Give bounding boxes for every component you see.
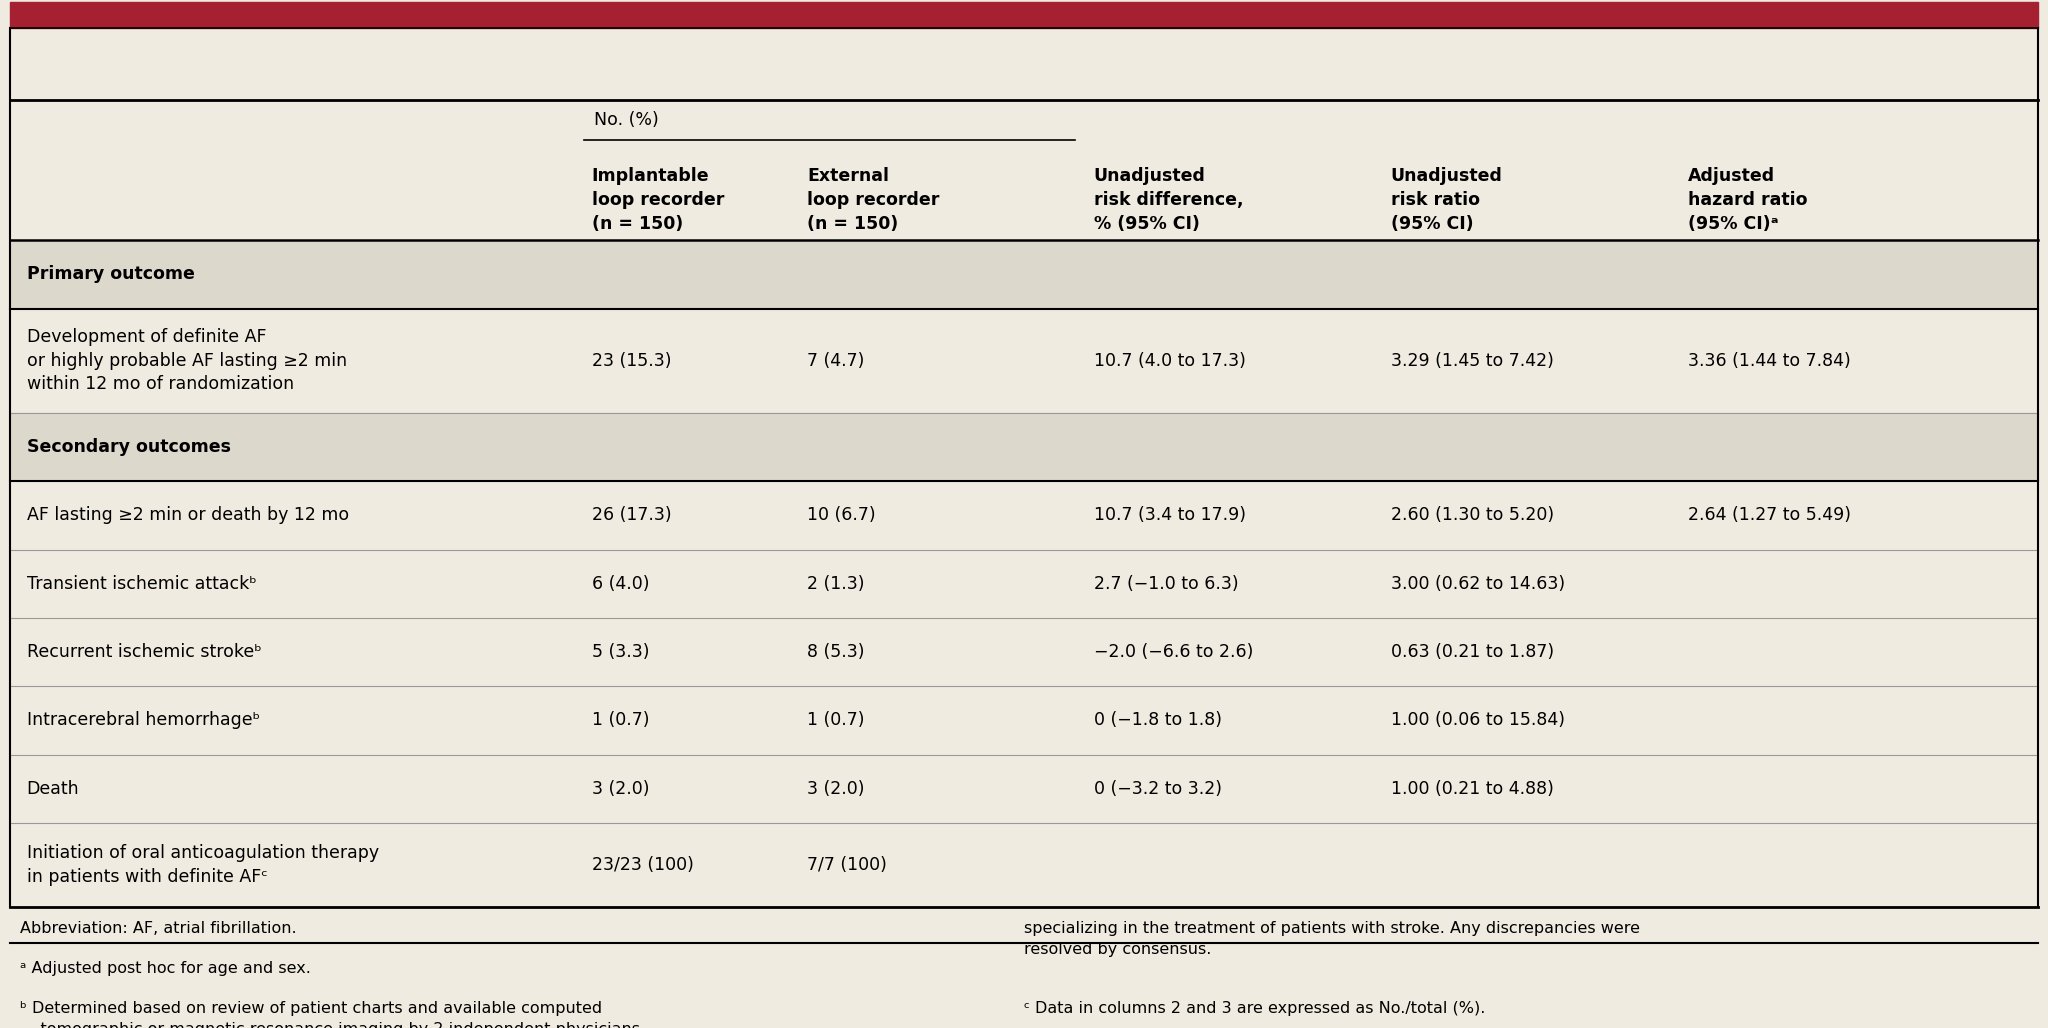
Text: 23/23 (100): 23/23 (100)	[592, 855, 694, 874]
Text: ᵃ Adjusted post hoc for age and sex.: ᵃ Adjusted post hoc for age and sex.	[20, 960, 311, 976]
Text: Transient ischemic attackᵇ: Transient ischemic attackᵇ	[27, 575, 256, 593]
Bar	[10, 2, 2038, 29]
Text: 0 (−3.2 to 3.2): 0 (−3.2 to 3.2)	[1094, 780, 1221, 798]
Text: 10.7 (3.4 to 17.9): 10.7 (3.4 to 17.9)	[1094, 507, 1245, 524]
Text: 8 (5.3): 8 (5.3)	[807, 644, 864, 661]
Text: No. (%): No. (%)	[594, 111, 659, 130]
Text: 3.36 (1.44 to 7.84): 3.36 (1.44 to 7.84)	[1688, 352, 1849, 370]
Text: Implantable
loop recorder
(n = 150): Implantable loop recorder (n = 150)	[592, 168, 725, 232]
Bar	[10, 241, 2038, 308]
Bar	[10, 755, 2038, 823]
Bar	[10, 29, 2038, 100]
Text: 10 (6.7): 10 (6.7)	[807, 507, 877, 524]
Text: Unadjusted
risk ratio
(95% CI): Unadjusted risk ratio (95% CI)	[1391, 168, 1503, 232]
Text: 5 (3.3): 5 (3.3)	[592, 644, 649, 661]
Bar	[10, 687, 2038, 755]
Text: ᵇ Determined based on review of patient charts and available computed
    tomogr: ᵇ Determined based on review of patient …	[20, 1000, 641, 1028]
Text: specializing in the treatment of patients with stroke. Any discrepancies were
re: specializing in the treatment of patient…	[1024, 921, 1640, 957]
Text: 26 (17.3): 26 (17.3)	[592, 507, 672, 524]
Text: 6 (4.0): 6 (4.0)	[592, 575, 649, 593]
Bar	[10, 100, 2038, 241]
Text: 1 (0.7): 1 (0.7)	[807, 711, 864, 730]
Bar	[10, 618, 2038, 687]
Text: 3.29 (1.45 to 7.42): 3.29 (1.45 to 7.42)	[1391, 352, 1554, 370]
Text: Initiation of oral anticoagulation therapy
in patients with definite AFᶜ: Initiation of oral anticoagulation thera…	[27, 844, 379, 885]
Text: AF lasting ≥2 min or death by 12 mo: AF lasting ≥2 min or death by 12 mo	[27, 507, 348, 524]
Text: 7/7 (100): 7/7 (100)	[807, 855, 887, 874]
Bar	[10, 308, 2038, 413]
Text: External
loop recorder
(n = 150): External loop recorder (n = 150)	[807, 168, 940, 232]
Text: ᶜ Data in columns 2 and 3 are expressed as No./total (%).: ᶜ Data in columns 2 and 3 are expressed …	[1024, 1000, 1485, 1016]
Text: 1.00 (0.06 to 15.84): 1.00 (0.06 to 15.84)	[1391, 711, 1565, 730]
Text: 1.00 (0.21 to 4.88): 1.00 (0.21 to 4.88)	[1391, 780, 1554, 798]
Bar	[10, 823, 2038, 907]
Text: Recurrent ischemic strokeᵇ: Recurrent ischemic strokeᵇ	[27, 644, 262, 661]
Text: 7 (4.7): 7 (4.7)	[807, 352, 864, 370]
Text: 2.7 (−1.0 to 6.3): 2.7 (−1.0 to 6.3)	[1094, 575, 1239, 593]
Text: Secondary outcomes: Secondary outcomes	[27, 438, 231, 456]
Bar	[10, 413, 2038, 481]
Text: 3 (2.0): 3 (2.0)	[592, 780, 649, 798]
Text: Death: Death	[27, 780, 80, 798]
Bar	[10, 550, 2038, 618]
Text: Abbreviation: AF, atrial fibrillation.: Abbreviation: AF, atrial fibrillation.	[20, 921, 297, 935]
Text: Adjusted
hazard ratio
(95% CI)ᵃ: Adjusted hazard ratio (95% CI)ᵃ	[1688, 168, 1806, 232]
Text: 3.00 (0.62 to 14.63): 3.00 (0.62 to 14.63)	[1391, 575, 1565, 593]
Text: 2 (1.3): 2 (1.3)	[807, 575, 864, 593]
Text: 2.64 (1.27 to 5.49): 2.64 (1.27 to 5.49)	[1688, 507, 1851, 524]
Text: 2.60 (1.30 to 5.20): 2.60 (1.30 to 5.20)	[1391, 507, 1554, 524]
Text: Unadjusted
risk difference,
% (95% CI): Unadjusted risk difference, % (95% CI)	[1094, 168, 1243, 232]
Text: Intracerebral hemorrhageᵇ: Intracerebral hemorrhageᵇ	[27, 711, 260, 730]
Text: 10.7 (4.0 to 17.3): 10.7 (4.0 to 17.3)	[1094, 352, 1245, 370]
Text: 3 (2.0): 3 (2.0)	[807, 780, 864, 798]
Text: 23 (15.3): 23 (15.3)	[592, 352, 672, 370]
Text: 0 (−1.8 to 1.8): 0 (−1.8 to 1.8)	[1094, 711, 1221, 730]
Text: 0.63 (0.21 to 1.87): 0.63 (0.21 to 1.87)	[1391, 644, 1554, 661]
Text: Table 2. Primary and Secondary Outcomes at 12 Months Compared Between Study Grou: Table 2. Primary and Secondary Outcomes …	[27, 54, 1161, 74]
Text: 1 (0.7): 1 (0.7)	[592, 711, 649, 730]
Text: Development of definite AF
or highly probable AF lasting ≥2 min
within 12 mo of : Development of definite AF or highly pro…	[27, 328, 346, 394]
Bar	[10, 481, 2038, 550]
Text: Primary outcome: Primary outcome	[27, 265, 195, 284]
Text: −2.0 (−6.6 to 2.6): −2.0 (−6.6 to 2.6)	[1094, 644, 1253, 661]
